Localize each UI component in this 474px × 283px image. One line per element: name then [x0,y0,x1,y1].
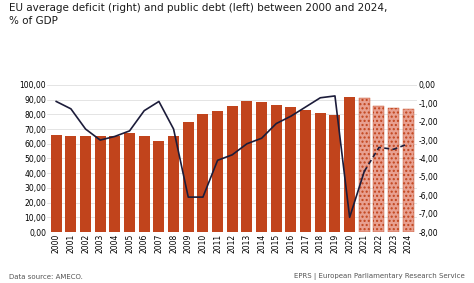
Bar [168,136,179,232]
Bar [51,135,62,232]
Bar [197,114,209,232]
Bar [359,98,370,232]
Bar [388,108,399,232]
Bar [212,112,223,232]
Text: EU average deficit (right) and public debt (left) between 2000 and 2024,
% of GD: EU average deficit (right) and public de… [9,3,388,26]
Text: Data source: AMECO.: Data source: AMECO. [9,274,83,280]
Bar [271,105,282,232]
Text: EPRS | European Parliamentary Research Service: EPRS | European Parliamentary Research S… [294,273,465,280]
Bar [109,136,120,232]
Bar [344,97,355,232]
Bar [183,122,194,232]
Bar [374,106,384,232]
Bar [227,106,238,232]
Bar [154,141,164,232]
Bar [124,134,135,232]
Bar [329,115,340,232]
Bar [300,110,311,232]
Bar [139,136,150,232]
Bar [80,136,91,232]
Bar [285,107,296,232]
Bar [65,136,76,232]
Bar [256,102,267,232]
Bar [95,136,106,232]
Bar [241,101,253,232]
Bar [315,113,326,232]
Bar [403,109,414,232]
